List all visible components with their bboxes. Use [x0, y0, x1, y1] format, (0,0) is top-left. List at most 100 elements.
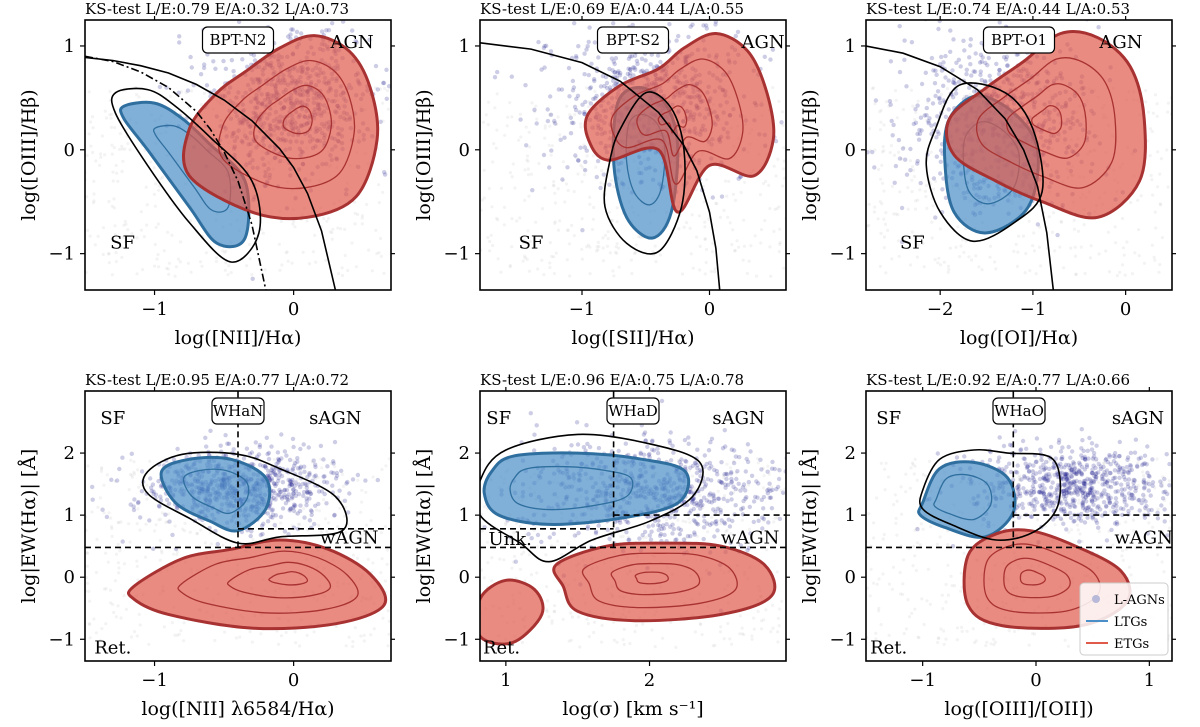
lagn-point	[313, 473, 318, 478]
etg-contour-outer	[126, 538, 388, 631]
background-point	[148, 459, 152, 463]
background-point	[135, 634, 139, 638]
lagn-point	[257, 444, 262, 450]
lagn-point	[688, 24, 693, 29]
background-point	[777, 99, 781, 103]
background-point	[1034, 272, 1038, 276]
lagn-point	[229, 58, 235, 63]
background-point	[89, 120, 93, 124]
lagn-point	[158, 484, 164, 489]
background-point	[868, 148, 872, 152]
black-contour	[142, 451, 348, 545]
background-point	[553, 191, 557, 195]
background-point	[114, 251, 118, 255]
background-point	[107, 252, 111, 256]
background-point	[740, 518, 744, 522]
background-point	[914, 110, 918, 115]
background-point	[107, 199, 111, 204]
background-point	[296, 522, 300, 526]
background-point	[772, 164, 776, 168]
background-point	[596, 248, 600, 252]
background-point	[177, 632, 181, 636]
background-point	[926, 100, 930, 104]
background-point	[522, 241, 526, 245]
lagn-point	[269, 508, 274, 513]
background-point	[203, 541, 207, 545]
background-point	[178, 260, 182, 264]
lagn-point	[287, 483, 292, 489]
lagn-point	[331, 461, 336, 466]
background-point	[881, 145, 885, 149]
background-point	[383, 524, 387, 529]
lagn-point	[573, 107, 579, 113]
lagn-point	[324, 480, 330, 485]
background-point	[740, 626, 744, 630]
background-point	[900, 157, 904, 161]
lagn-point	[938, 148, 944, 153]
background-point	[942, 260, 946, 264]
background-point	[1121, 246, 1125, 250]
lagn-point	[553, 121, 558, 126]
lagn-point	[128, 502, 133, 507]
background-point	[1074, 272, 1078, 277]
background-point	[924, 184, 929, 188]
background-point	[561, 160, 565, 164]
background-point	[1016, 250, 1020, 254]
background-point	[1118, 270, 1122, 274]
background-point	[130, 473, 134, 477]
background-point	[102, 511, 106, 515]
background-point	[298, 522, 302, 526]
background-point	[582, 173, 587, 177]
background-point	[1158, 202, 1162, 206]
lagn-point	[265, 451, 270, 457]
background-point	[738, 614, 743, 618]
background-point	[909, 88, 914, 92]
lagn-point	[601, 172, 606, 177]
background-point	[614, 250, 618, 254]
lagn-point	[566, 65, 572, 71]
background-point	[897, 150, 901, 154]
region-label: SF	[900, 232, 925, 253]
background-point	[580, 257, 585, 261]
background-point	[105, 473, 109, 477]
lagn-point	[943, 114, 949, 120]
lagn-point	[941, 98, 946, 103]
background-point	[583, 168, 587, 172]
background-point	[111, 179, 115, 183]
background-point	[113, 224, 117, 228]
background-point	[710, 250, 715, 254]
lagn-point	[648, 62, 653, 67]
lagn-point	[263, 464, 268, 469]
background-point	[868, 127, 872, 131]
lagn-point	[297, 508, 303, 514]
etg-contour-level	[1006, 83, 1087, 159]
lagn-point	[565, 165, 570, 170]
background-point	[336, 540, 340, 545]
background-point	[92, 179, 96, 183]
background-point	[311, 250, 315, 254]
lagn-point	[738, 174, 743, 180]
background-point	[120, 169, 124, 174]
background-point	[617, 265, 621, 269]
background-point	[1039, 264, 1043, 268]
background-point	[922, 265, 926, 269]
lagn-point	[231, 69, 236, 74]
background-point	[86, 228, 90, 232]
background-point	[112, 206, 116, 210]
lagn-point	[291, 491, 296, 496]
background-point	[550, 144, 555, 148]
background-point	[1114, 241, 1118, 245]
background-point	[567, 242, 572, 246]
background-point	[780, 599, 784, 603]
background-point	[742, 218, 746, 222]
background-point	[551, 183, 556, 187]
background-point	[553, 221, 557, 225]
background-point	[872, 210, 877, 214]
background-point	[591, 154, 595, 158]
etg-contour-outer	[583, 32, 776, 214]
lagn-point	[204, 444, 209, 449]
background-point	[88, 599, 92, 603]
background-point	[774, 174, 778, 178]
background-point	[1123, 273, 1127, 277]
background-point	[611, 269, 615, 273]
